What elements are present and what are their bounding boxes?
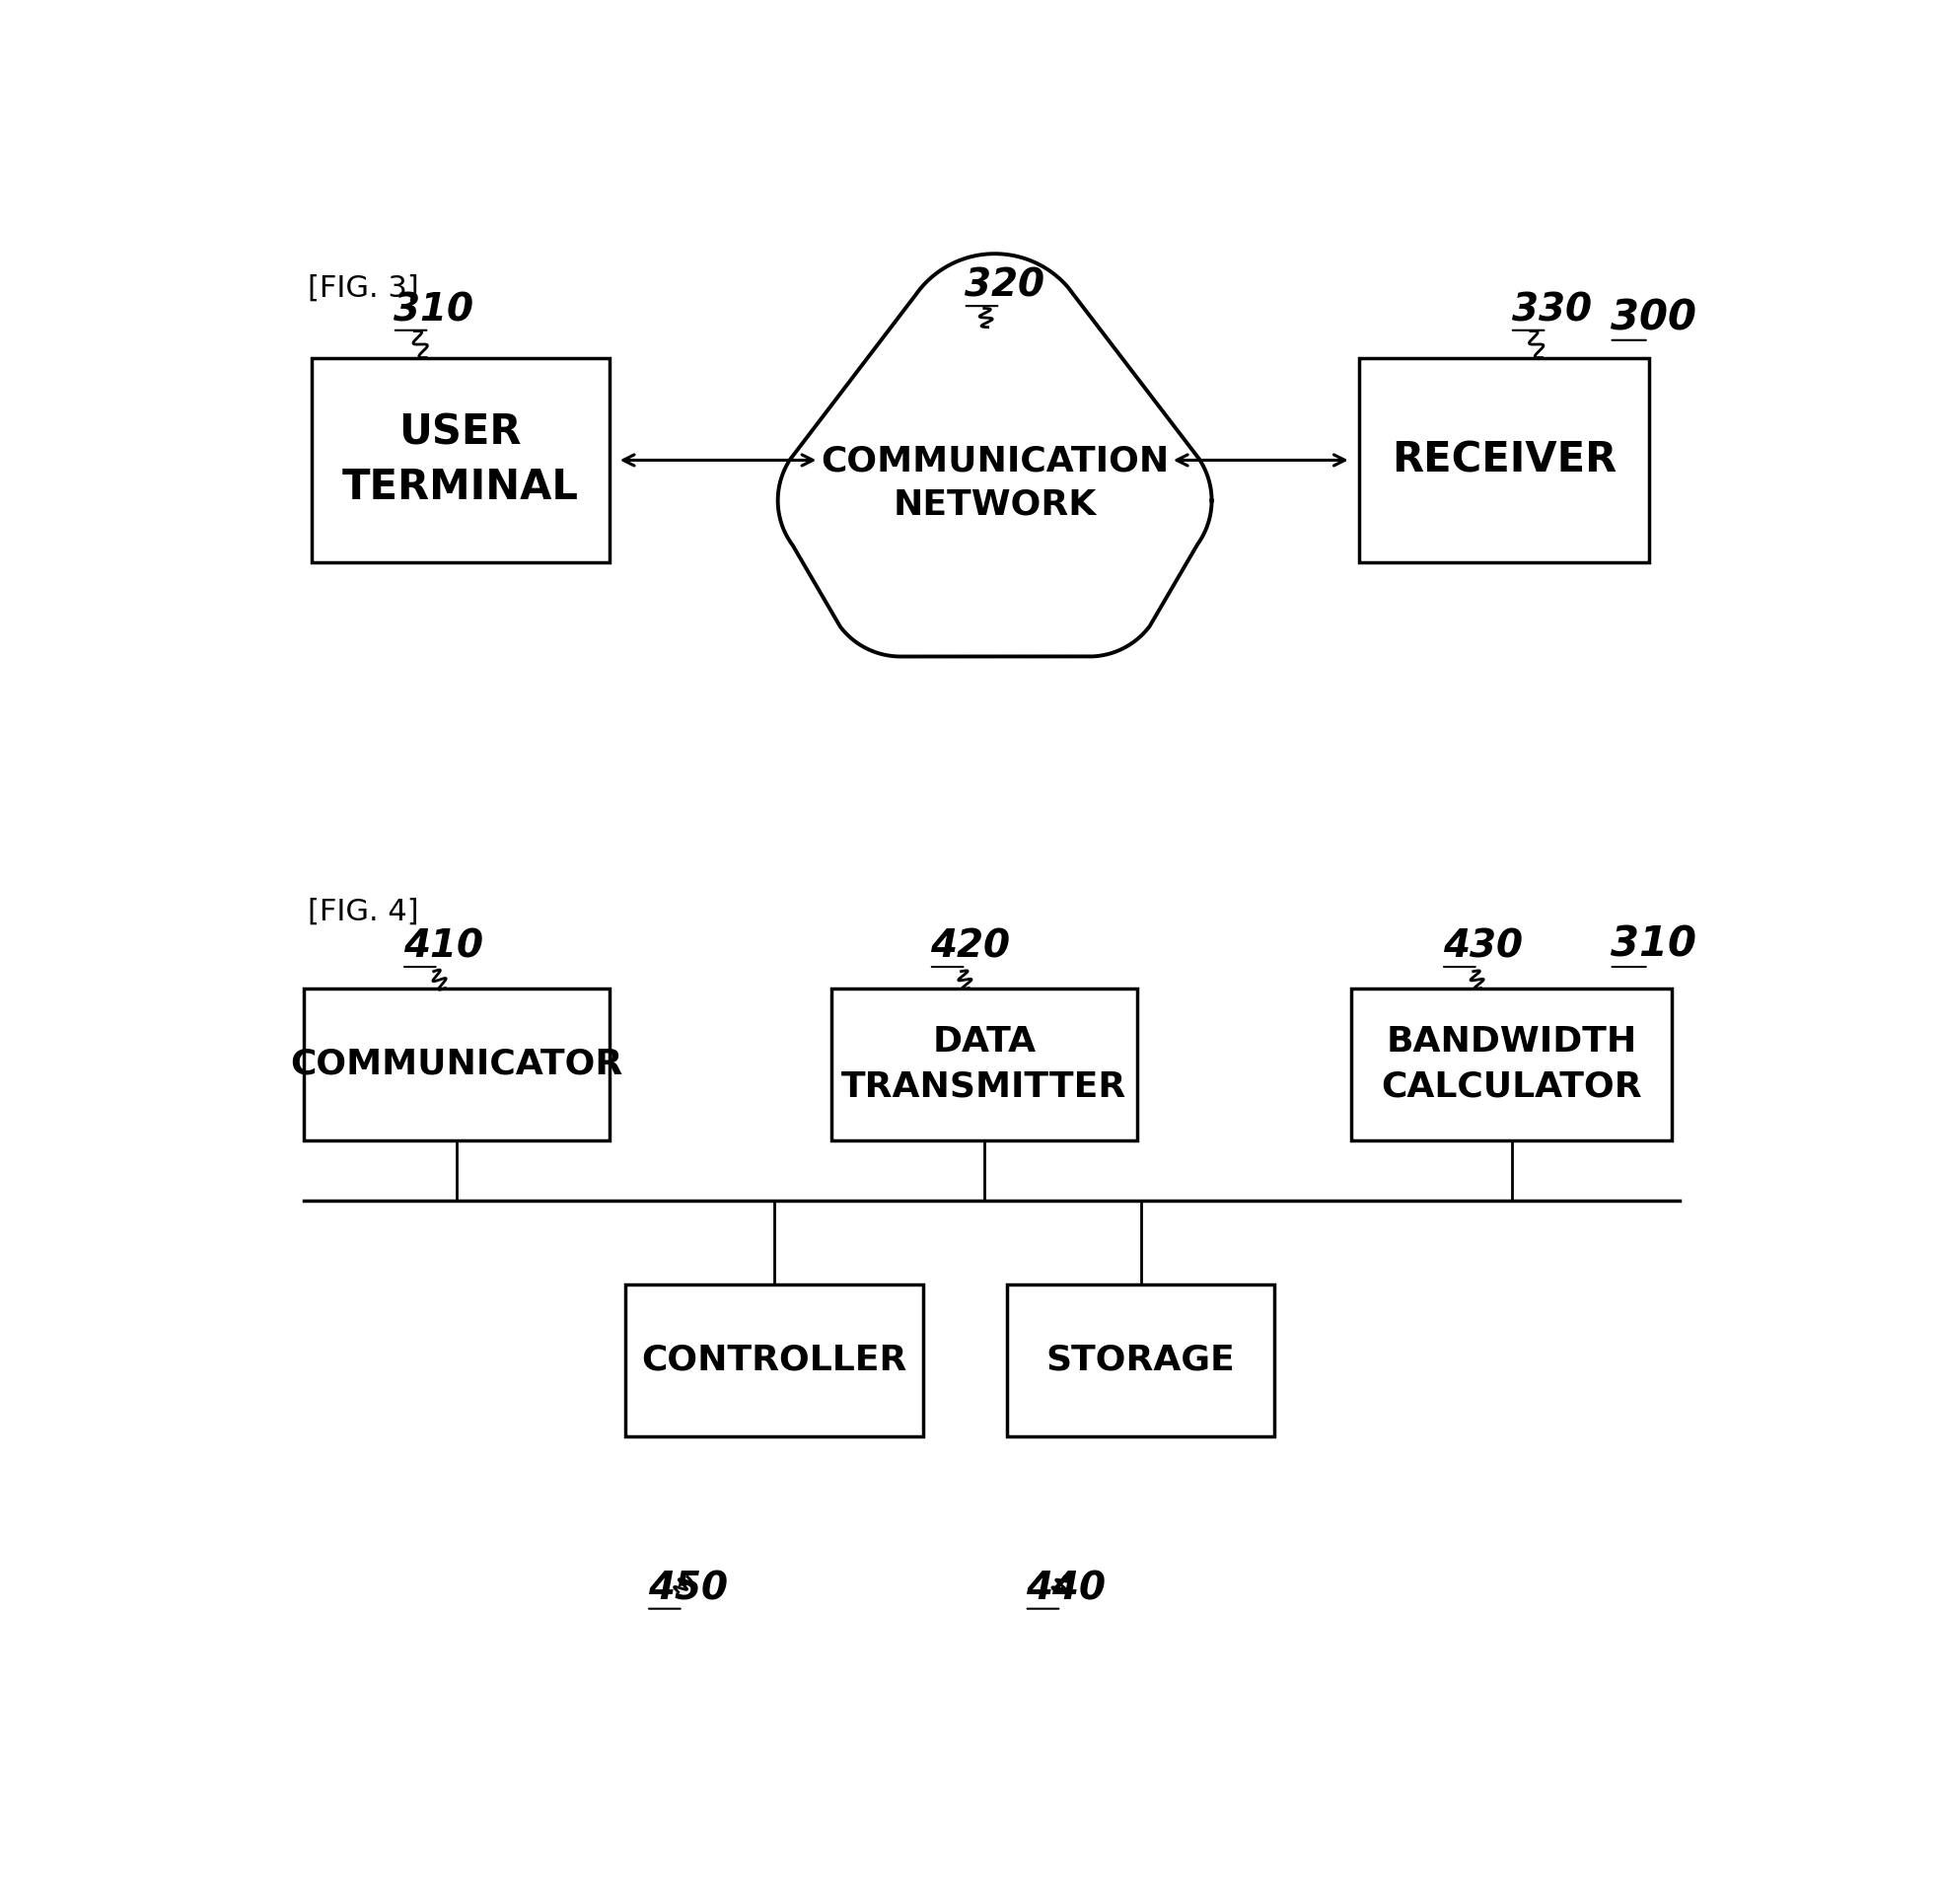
Bar <box>625 1285 922 1436</box>
Text: RECEIVER: RECEIVER <box>1392 440 1617 482</box>
Circle shape <box>825 506 976 657</box>
Bar <box>1359 358 1650 564</box>
Text: 410: 410 <box>404 927 483 965</box>
Text: COMMUNICATION
NETWORK: COMMUNICATION NETWORK <box>821 444 1168 522</box>
Circle shape <box>825 331 976 482</box>
Text: 310: 310 <box>1611 923 1696 965</box>
Text: [FIG. 3]: [FIG. 3] <box>307 274 419 303</box>
Bar <box>305 988 609 1140</box>
Bar <box>831 988 1137 1140</box>
Text: 450: 450 <box>648 1569 728 1607</box>
Text: 440: 440 <box>1027 1569 1106 1607</box>
Text: CONTROLLER: CONTROLLER <box>641 1344 906 1377</box>
Bar <box>1351 988 1671 1140</box>
Circle shape <box>899 253 1091 446</box>
Text: DATA
TRANSMITTER: DATA TRANSMITTER <box>840 1024 1126 1102</box>
Text: 330: 330 <box>1512 291 1592 329</box>
Circle shape <box>1060 425 1211 575</box>
Text: BANDWIDTH
CALCULATOR: BANDWIDTH CALCULATOR <box>1380 1024 1642 1102</box>
Bar <box>1007 1285 1275 1436</box>
Text: [FIG. 4]: [FIG. 4] <box>307 897 419 925</box>
Circle shape <box>778 425 930 575</box>
Text: STORAGE: STORAGE <box>1046 1344 1234 1377</box>
Text: COMMUNICATOR: COMMUNICATOR <box>291 1047 623 1081</box>
Circle shape <box>926 537 1064 674</box>
Text: 320: 320 <box>965 267 1044 305</box>
Bar <box>311 358 609 564</box>
Text: 310: 310 <box>394 291 474 329</box>
Text: 300: 300 <box>1611 297 1696 339</box>
Text: USER
TERMINAL: USER TERMINAL <box>342 413 578 508</box>
Text: 430: 430 <box>1442 927 1522 965</box>
Text: 420: 420 <box>930 927 1011 965</box>
Circle shape <box>1013 331 1165 482</box>
Circle shape <box>1013 506 1165 657</box>
